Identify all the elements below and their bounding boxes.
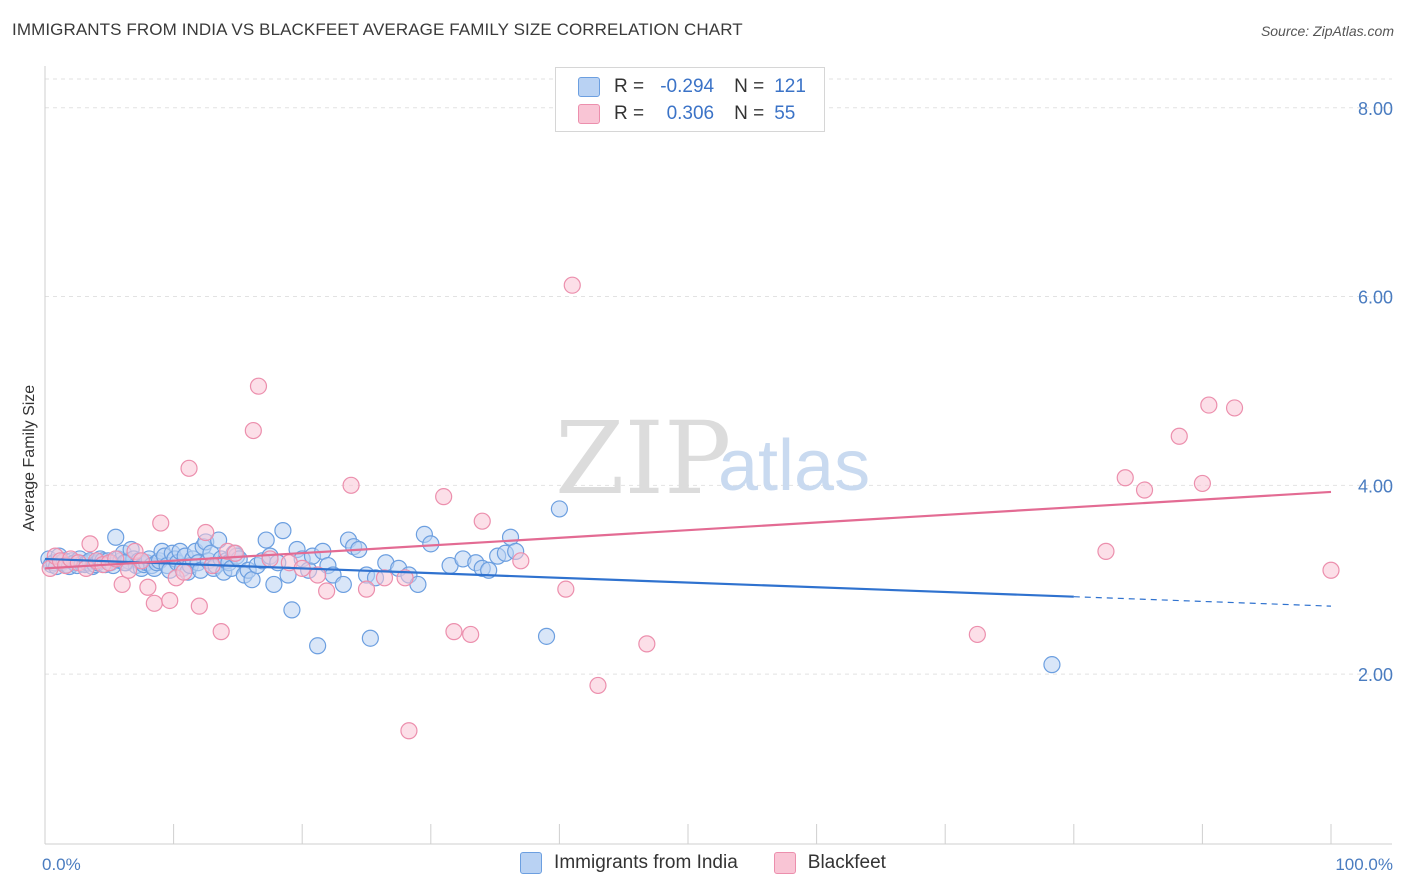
point-india	[274, 522, 292, 540]
point-blackfeet	[638, 635, 656, 653]
point-blackfeet	[968, 625, 986, 644]
point-blackfeet	[81, 535, 99, 553]
series-legend: Immigrants from India Blackfeet	[0, 852, 1406, 874]
point-blackfeet	[589, 676, 607, 695]
point-india	[283, 601, 301, 619]
point-india	[309, 637, 327, 655]
correlation-legend: R = -0.294 N = 121 R = 0.306 N = 55	[555, 67, 825, 132]
point-blackfeet	[1116, 469, 1134, 487]
x-tick-label: 0.0%	[42, 855, 81, 874]
legend-row-india: R = -0.294 N = 121	[578, 75, 806, 99]
point-blackfeet	[512, 552, 530, 570]
trend-line-india	[44, 557, 1074, 598]
point-india	[361, 629, 379, 647]
trend-line-india-extension	[1073, 596, 1332, 607]
point-blackfeet	[396, 569, 414, 587]
point-blackfeet	[132, 552, 151, 570]
point-blackfeet	[1170, 427, 1188, 445]
legend-r-label: R =	[614, 103, 645, 124]
point-india	[334, 575, 352, 594]
legend-n-label: N =	[734, 103, 765, 124]
point-blackfeet	[435, 488, 453, 506]
trend-line-blackfeet	[44, 490, 1332, 570]
legend-n-value: 121	[774, 76, 806, 97]
series-legend-blackfeet: Blackfeet	[773, 852, 886, 874]
point-blackfeet	[145, 594, 163, 612]
point-blackfeet	[557, 580, 575, 598]
point-blackfeet	[400, 722, 418, 740]
legend-n-value: 55	[774, 103, 796, 124]
point-blackfeet	[261, 550, 279, 568]
point-blackfeet	[152, 514, 170, 532]
series-label-india: Immigrants from India	[554, 852, 738, 873]
series-legend-india: Immigrants from India	[520, 852, 738, 874]
chart-title: IMMIGRANTS FROM INDIA VS BLACKFEET AVERA…	[12, 20, 743, 39]
axes	[44, 66, 1392, 845]
series-label-blackfeet: Blackfeet	[807, 852, 886, 873]
point-blackfeet	[1135, 481, 1154, 499]
point-blackfeet	[462, 625, 480, 644]
legend-row-blackfeet: R = 0.306 N = 55	[578, 102, 795, 126]
legend-swatch-blackfeet	[578, 104, 600, 124]
legend-r-value: 0.306	[666, 103, 715, 124]
point-blackfeet	[161, 591, 179, 610]
point-blackfeet	[226, 544, 244, 562]
point-blackfeet	[139, 578, 157, 596]
point-blackfeet	[190, 597, 208, 615]
y-tick-label: 2.00	[1358, 665, 1393, 685]
point-blackfeet	[175, 563, 193, 581]
point-india	[107, 528, 125, 546]
point-india	[210, 531, 228, 549]
point-blackfeet	[473, 512, 491, 530]
point-blackfeet	[563, 276, 581, 294]
point-india	[550, 500, 569, 518]
series-swatch-blackfeet	[773, 852, 796, 874]
y-tick-label: 4.00	[1358, 476, 1393, 496]
point-blackfeet	[318, 582, 336, 600]
point-india	[537, 627, 556, 645]
watermark-atlas: atlas	[718, 426, 870, 506]
source-label: Source: ZipAtlas.com	[1260, 23, 1394, 39]
y-axis-label: Average Family Size	[21, 385, 38, 532]
point-india	[1043, 656, 1061, 674]
point-blackfeet	[342, 476, 360, 494]
x-tick-label: 100.0%	[1335, 855, 1393, 874]
legend-swatch-india	[578, 77, 600, 97]
point-blackfeet	[180, 459, 198, 477]
point-blackfeet	[249, 377, 268, 395]
watermark-zip: ZIP	[555, 400, 731, 517]
point-blackfeet	[1097, 542, 1115, 560]
point-blackfeet	[212, 623, 230, 641]
point-india	[422, 535, 440, 553]
point-blackfeet	[445, 623, 463, 641]
point-blackfeet	[1193, 474, 1212, 493]
point-blackfeet	[1200, 396, 1218, 414]
point-blackfeet	[244, 421, 262, 440]
legend-r-label: R =	[614, 76, 645, 97]
point-blackfeet	[309, 566, 327, 584]
point-blackfeet	[357, 580, 376, 598]
trend-lines	[44, 490, 1332, 607]
point-india	[265, 575, 283, 594]
legend-r-value: -0.294	[660, 76, 715, 97]
legend-n-label: N =	[734, 76, 765, 97]
point-blackfeet	[113, 575, 131, 594]
point-blackfeet	[1225, 399, 1244, 417]
series-swatch-india	[520, 852, 543, 874]
point-blackfeet	[1322, 561, 1340, 579]
y-tick-label: 6.00	[1358, 288, 1393, 308]
y-tick-label: 8.00	[1358, 99, 1393, 119]
point-india	[257, 531, 275, 549]
point-blackfeet	[197, 523, 215, 542]
tick-labels: 8.00 6.00 4.00 2.00 0.0% 100.0%	[42, 99, 1393, 874]
point-blackfeet	[375, 569, 394, 587]
